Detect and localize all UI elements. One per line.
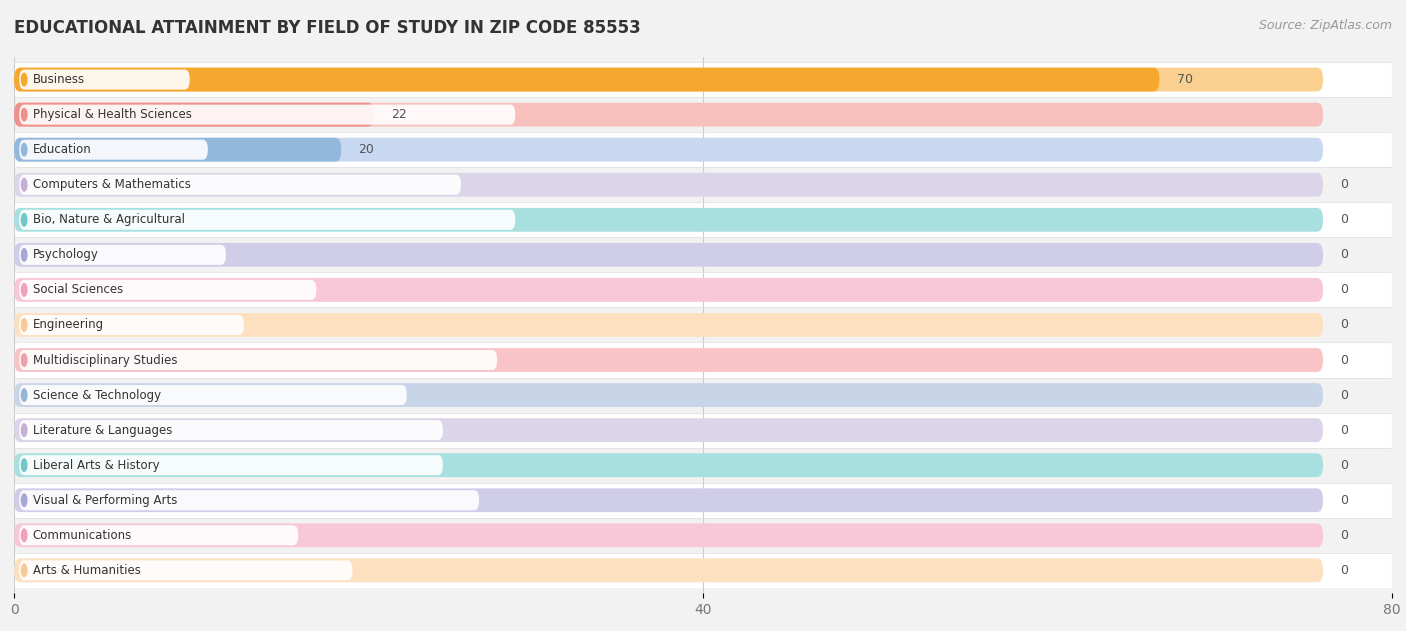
Text: Physical & Health Sciences: Physical & Health Sciences xyxy=(32,108,191,121)
FancyBboxPatch shape xyxy=(6,132,1400,167)
Text: Arts & Humanities: Arts & Humanities xyxy=(32,564,141,577)
FancyBboxPatch shape xyxy=(6,447,1400,483)
Text: 0: 0 xyxy=(1340,423,1348,437)
Text: Science & Technology: Science & Technology xyxy=(32,389,160,401)
FancyBboxPatch shape xyxy=(20,175,461,195)
Circle shape xyxy=(21,108,28,122)
FancyBboxPatch shape xyxy=(14,103,374,127)
FancyBboxPatch shape xyxy=(20,209,515,230)
Text: 20: 20 xyxy=(359,143,374,156)
Circle shape xyxy=(21,143,28,156)
Text: 22: 22 xyxy=(391,108,406,121)
Circle shape xyxy=(21,178,28,192)
FancyBboxPatch shape xyxy=(14,103,1323,127)
FancyBboxPatch shape xyxy=(20,525,298,545)
Text: Engineering: Engineering xyxy=(32,319,104,331)
Text: 0: 0 xyxy=(1340,353,1348,367)
Text: 0: 0 xyxy=(1340,389,1348,401)
Circle shape xyxy=(21,563,28,577)
Text: 0: 0 xyxy=(1340,283,1348,297)
Text: 0: 0 xyxy=(1340,213,1348,227)
FancyBboxPatch shape xyxy=(6,307,1400,343)
Text: Computers & Mathematics: Computers & Mathematics xyxy=(32,178,191,191)
FancyBboxPatch shape xyxy=(20,139,208,160)
Text: 0: 0 xyxy=(1340,249,1348,261)
FancyBboxPatch shape xyxy=(6,273,1400,307)
FancyBboxPatch shape xyxy=(14,348,1323,372)
FancyBboxPatch shape xyxy=(14,208,1323,232)
Text: 0: 0 xyxy=(1340,178,1348,191)
FancyBboxPatch shape xyxy=(14,68,1160,91)
FancyBboxPatch shape xyxy=(6,62,1400,97)
Circle shape xyxy=(21,318,28,332)
Circle shape xyxy=(21,213,28,227)
Text: Business: Business xyxy=(32,73,84,86)
Circle shape xyxy=(21,458,28,472)
Text: Literature & Languages: Literature & Languages xyxy=(32,423,172,437)
Circle shape xyxy=(21,73,28,86)
FancyBboxPatch shape xyxy=(20,315,245,335)
FancyBboxPatch shape xyxy=(14,68,1323,91)
Text: 0: 0 xyxy=(1340,459,1348,472)
FancyBboxPatch shape xyxy=(14,523,1323,547)
FancyBboxPatch shape xyxy=(20,105,515,125)
FancyBboxPatch shape xyxy=(6,553,1400,588)
FancyBboxPatch shape xyxy=(14,488,1323,512)
FancyBboxPatch shape xyxy=(20,560,353,581)
FancyBboxPatch shape xyxy=(20,69,190,90)
FancyBboxPatch shape xyxy=(20,280,316,300)
FancyBboxPatch shape xyxy=(6,413,1400,447)
Text: Source: ZipAtlas.com: Source: ZipAtlas.com xyxy=(1258,19,1392,32)
Circle shape xyxy=(21,248,28,262)
Circle shape xyxy=(21,423,28,437)
FancyBboxPatch shape xyxy=(20,385,406,405)
Circle shape xyxy=(21,493,28,507)
Text: Multidisciplinary Studies: Multidisciplinary Studies xyxy=(32,353,177,367)
Circle shape xyxy=(21,528,28,542)
Text: 0: 0 xyxy=(1340,493,1348,507)
FancyBboxPatch shape xyxy=(14,453,1323,477)
FancyBboxPatch shape xyxy=(6,377,1400,413)
Text: Visual & Performing Arts: Visual & Performing Arts xyxy=(32,493,177,507)
FancyBboxPatch shape xyxy=(20,455,443,475)
FancyBboxPatch shape xyxy=(6,167,1400,203)
Circle shape xyxy=(21,283,28,297)
FancyBboxPatch shape xyxy=(6,203,1400,237)
FancyBboxPatch shape xyxy=(6,97,1400,132)
FancyBboxPatch shape xyxy=(14,418,1323,442)
FancyBboxPatch shape xyxy=(6,483,1400,518)
Text: 0: 0 xyxy=(1340,529,1348,542)
Text: Social Sciences: Social Sciences xyxy=(32,283,122,297)
FancyBboxPatch shape xyxy=(14,383,1323,407)
FancyBboxPatch shape xyxy=(14,313,1323,337)
Text: 0: 0 xyxy=(1340,564,1348,577)
Text: Liberal Arts & History: Liberal Arts & History xyxy=(32,459,159,472)
Text: 0: 0 xyxy=(1340,319,1348,331)
FancyBboxPatch shape xyxy=(6,237,1400,273)
Text: Psychology: Psychology xyxy=(32,249,98,261)
FancyBboxPatch shape xyxy=(20,420,443,440)
FancyBboxPatch shape xyxy=(6,343,1400,377)
Text: 70: 70 xyxy=(1177,73,1192,86)
Text: EDUCATIONAL ATTAINMENT BY FIELD OF STUDY IN ZIP CODE 85553: EDUCATIONAL ATTAINMENT BY FIELD OF STUDY… xyxy=(14,19,641,37)
FancyBboxPatch shape xyxy=(14,138,1323,162)
FancyBboxPatch shape xyxy=(14,243,1323,267)
Text: Education: Education xyxy=(32,143,91,156)
Text: Communications: Communications xyxy=(32,529,132,542)
Circle shape xyxy=(21,388,28,402)
Text: Bio, Nature & Agricultural: Bio, Nature & Agricultural xyxy=(32,213,184,227)
FancyBboxPatch shape xyxy=(20,490,479,510)
FancyBboxPatch shape xyxy=(14,138,342,162)
FancyBboxPatch shape xyxy=(20,350,498,370)
FancyBboxPatch shape xyxy=(20,245,226,265)
Circle shape xyxy=(21,353,28,367)
FancyBboxPatch shape xyxy=(6,518,1400,553)
FancyBboxPatch shape xyxy=(14,278,1323,302)
FancyBboxPatch shape xyxy=(14,173,1323,197)
FancyBboxPatch shape xyxy=(14,558,1323,582)
